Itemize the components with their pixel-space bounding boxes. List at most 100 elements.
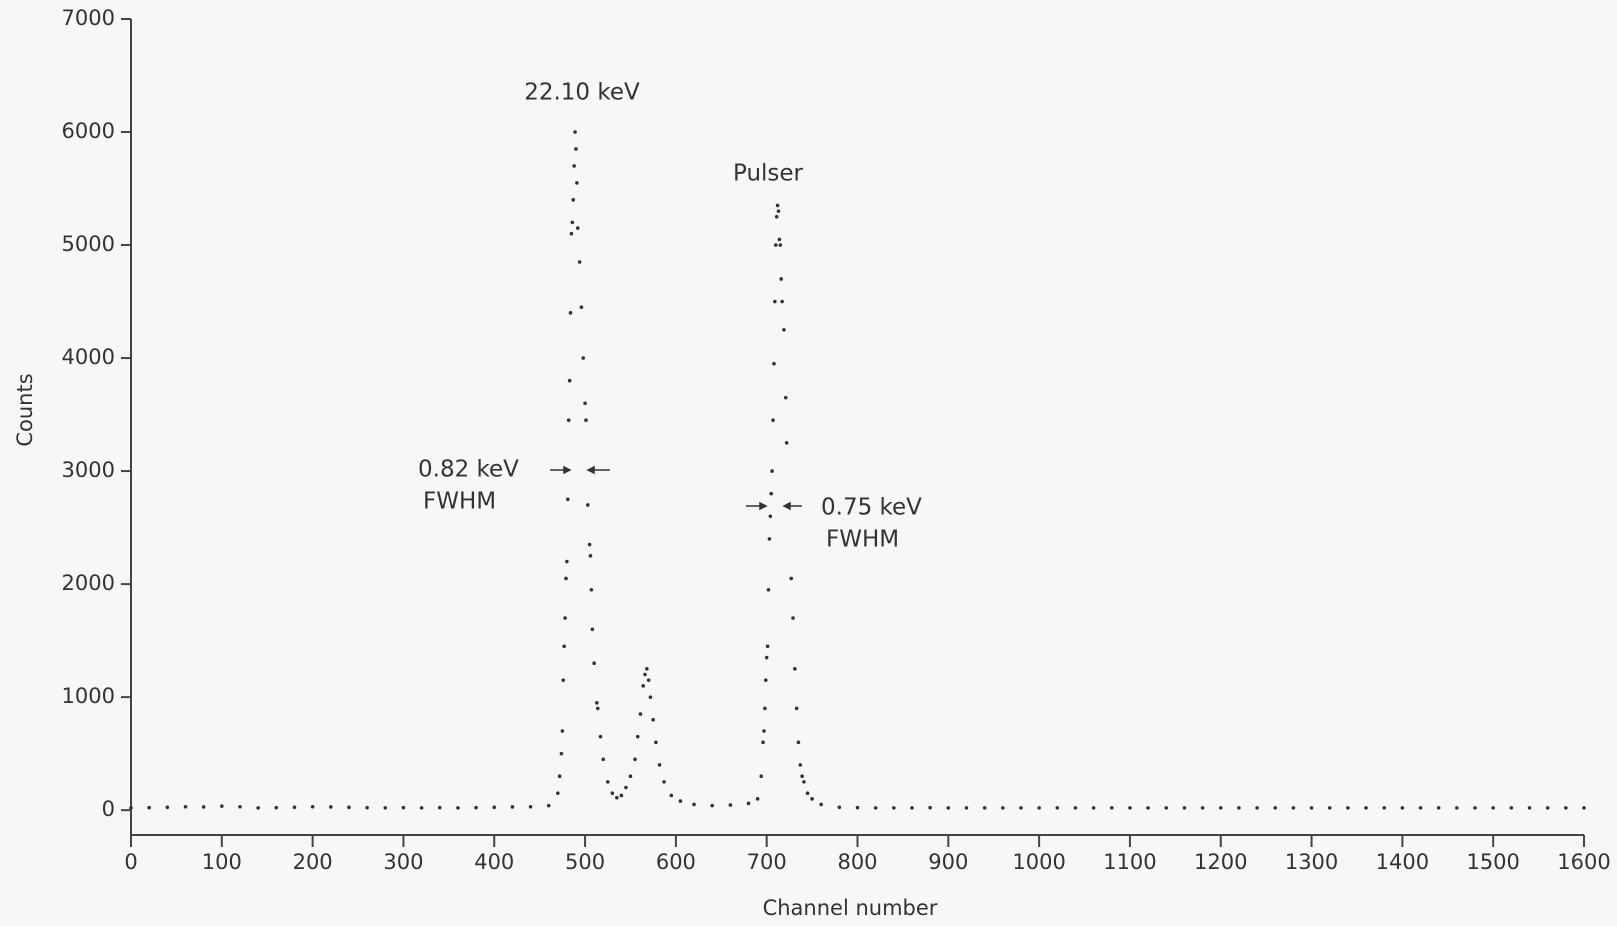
data-point — [645, 667, 649, 671]
data-point — [328, 805, 333, 809]
data-point — [810, 797, 814, 801]
annotation: 0.82 keV — [418, 457, 519, 483]
x-tick-label: 600 — [656, 850, 696, 874]
data-point — [624, 785, 628, 790]
x-axis-label: Channel number — [763, 896, 938, 920]
data-point — [657, 763, 662, 767]
data-point — [1019, 806, 1023, 810]
data-point — [794, 706, 799, 711]
data-point — [220, 804, 224, 808]
x-tick-label: 1500 — [1466, 850, 1519, 874]
data-point — [765, 644, 770, 649]
data-point — [1491, 806, 1495, 810]
annotation: FWHM — [423, 489, 496, 515]
data-point — [1418, 806, 1423, 810]
data-point — [946, 806, 951, 810]
data-point — [585, 503, 590, 507]
data-point — [566, 497, 570, 502]
data-point — [755, 797, 760, 801]
data-point — [1055, 806, 1060, 810]
data-point — [577, 260, 582, 264]
x-tick-label: 1400 — [1376, 850, 1429, 874]
data-point — [1073, 806, 1078, 810]
y-tick-label: 1000 — [62, 684, 115, 708]
data-point — [641, 684, 645, 688]
data-point — [569, 231, 574, 236]
data-point — [1237, 806, 1241, 810]
y-axis-label: Counts — [13, 373, 37, 446]
data-point — [710, 803, 714, 808]
data-point — [1146, 806, 1150, 810]
data-point — [662, 780, 666, 784]
data-point — [775, 203, 780, 208]
data-point — [567, 378, 572, 383]
data-point — [982, 806, 987, 810]
data-point — [786, 503, 791, 507]
y-tick-label: 4000 — [62, 345, 115, 369]
fwhm-arrows — [550, 465, 802, 511]
data-point — [610, 791, 615, 795]
data-point — [1545, 806, 1550, 810]
x-tick-label: 500 — [565, 850, 605, 874]
data-point — [579, 305, 584, 309]
data-point — [798, 763, 803, 767]
y-tick-label: 0 — [102, 797, 115, 821]
data-point — [587, 542, 592, 547]
data-point — [1255, 806, 1259, 810]
data-point — [575, 181, 579, 185]
x-tick-label: 100 — [202, 850, 242, 874]
data-point — [383, 806, 388, 810]
data-point — [774, 214, 779, 219]
data-point — [628, 774, 633, 779]
data-point — [183, 804, 188, 809]
annotation: 0.75 keV — [821, 495, 922, 521]
data-point — [928, 805, 932, 810]
data-point — [557, 774, 562, 779]
data-point — [292, 805, 297, 810]
data-point — [201, 805, 206, 809]
data-point — [1037, 806, 1041, 810]
data-point — [605, 780, 610, 784]
data-point — [1473, 806, 1477, 810]
data-point — [492, 805, 497, 810]
data-point — [1582, 806, 1586, 810]
data-point — [1291, 806, 1296, 810]
data-point — [615, 795, 619, 800]
y-tick-label: 7000 — [62, 6, 115, 30]
data-point — [1527, 806, 1532, 810]
x-tick-label: 1100 — [1103, 850, 1156, 874]
data-point — [762, 729, 766, 733]
data-point — [565, 559, 569, 564]
data-point — [572, 164, 576, 168]
data-point — [777, 237, 782, 242]
data-point — [776, 209, 781, 213]
data-point — [401, 805, 406, 810]
data-point — [770, 469, 774, 473]
data-point — [746, 801, 751, 806]
data-point — [546, 803, 551, 808]
data-point — [1273, 806, 1278, 810]
data-point — [855, 805, 860, 810]
x-tick-label: 700 — [747, 850, 787, 874]
data-point — [761, 740, 765, 745]
annotation: FWHM — [826, 527, 899, 553]
x-tick-label: 1200 — [1194, 850, 1247, 874]
data-point — [561, 678, 566, 682]
data-point — [1364, 806, 1368, 810]
y-tick-label: 6000 — [62, 119, 115, 143]
data-point — [669, 793, 674, 798]
data-point — [780, 299, 784, 304]
data-point — [1436, 806, 1441, 810]
data-point — [819, 802, 823, 807]
data-point — [528, 804, 533, 809]
data-point — [573, 130, 577, 134]
annotation: Pulser — [733, 161, 804, 187]
data-point — [759, 774, 764, 779]
data-point — [1382, 806, 1387, 810]
data-point — [437, 805, 442, 810]
annotation: 22.10 keV — [524, 80, 640, 106]
data-point — [238, 804, 242, 809]
data-point — [678, 799, 683, 803]
data-point — [619, 793, 624, 798]
